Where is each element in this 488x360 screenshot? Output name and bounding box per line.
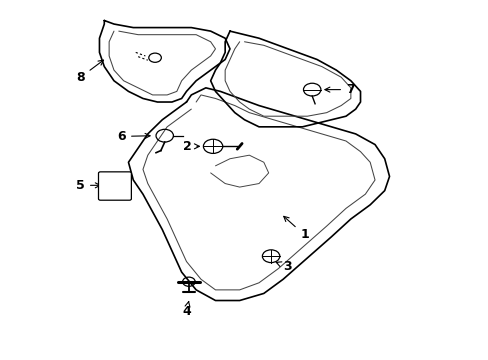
- Text: 6: 6: [117, 130, 150, 143]
- Text: 7: 7: [324, 83, 354, 96]
- Text: 1: 1: [283, 216, 308, 242]
- Text: 8: 8: [76, 60, 103, 84]
- Text: 5: 5: [76, 179, 100, 192]
- Text: 3: 3: [276, 260, 291, 273]
- Text: 4: 4: [182, 301, 190, 318]
- FancyBboxPatch shape: [98, 172, 131, 200]
- Text: 2: 2: [182, 140, 199, 153]
